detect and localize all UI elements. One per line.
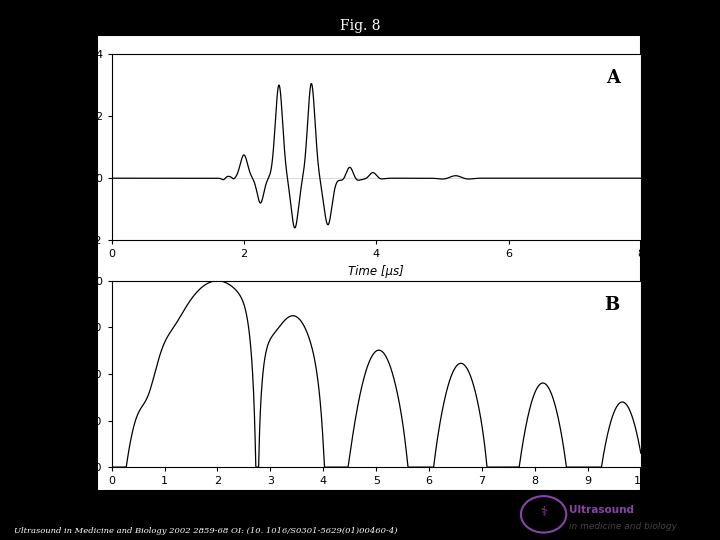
- Text: Ultrasound in Medicine and Biology 2002 2859-68 OI: (10. 1016/S0301-5629(01)0046: Ultrasound in Medicine and Biology 2002 …: [14, 526, 398, 535]
- X-axis label: Frequency [MHz]: Frequency [MHz]: [320, 492, 432, 505]
- Text: Fig. 8: Fig. 8: [340, 19, 380, 33]
- Y-axis label: [MPa]: [MPa]: [68, 131, 81, 164]
- Text: ⚕: ⚕: [540, 506, 547, 519]
- X-axis label: Time [μs]: Time [μs]: [348, 265, 404, 278]
- Text: A: A: [606, 69, 620, 87]
- Text: B: B: [604, 296, 620, 314]
- Text: in medicine and biology: in medicine and biology: [569, 522, 677, 531]
- Y-axis label: [dB]: [dB]: [60, 361, 73, 387]
- Text: Ultrasound: Ultrasound: [569, 505, 634, 515]
